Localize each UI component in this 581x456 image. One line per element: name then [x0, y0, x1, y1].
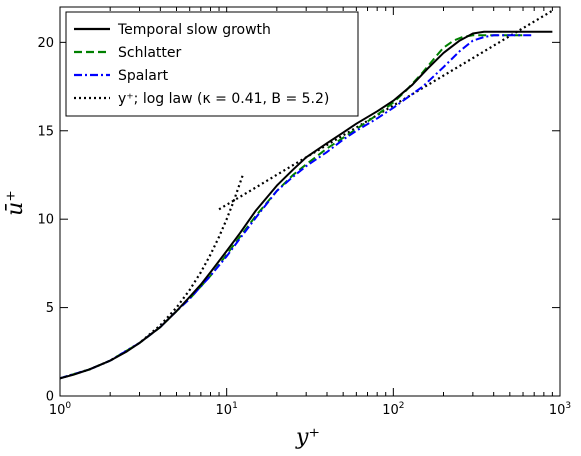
x-tick-label: 100	[49, 401, 72, 418]
series-line-log-law-1	[59, 174, 244, 380]
legend-label-spalart: Spalart	[118, 68, 169, 84]
x-tick-label: 103	[549, 401, 571, 418]
x-axis-label: y⁺	[295, 425, 320, 450]
y-tick-label: 0	[46, 390, 54, 405]
tick-layer: 100 101 102 103 0 5 10 15 20	[37, 7, 571, 418]
series-line-temporal-slow-growth	[59, 30, 553, 380]
x-tick-label: 101	[216, 401, 238, 418]
legend-label-temporal-slow-growth: Temporal slow growth	[117, 22, 271, 38]
x-tick-label: 102	[382, 401, 404, 418]
plot-frame	[59, 6, 561, 397]
y-tick-label: 15	[37, 124, 54, 139]
y-tick-label: 10	[37, 213, 54, 228]
legend-label-schlatter: Schlatter	[118, 45, 182, 61]
y-tick-label: 5	[46, 301, 54, 316]
y-tick-label: 20	[37, 36, 54, 51]
legend-box	[65, 11, 359, 117]
legend-label-log-law: y⁺; log law (κ = 0.41, B = 5.2)	[118, 91, 329, 107]
legend-items: Temporal slow growth Schlatter Spalart y⁺; …	[74, 22, 329, 107]
series-line-log-law-2	[218, 9, 553, 211]
y-axis-label: ū⁺	[3, 190, 28, 216]
legend: Temporal slow growth Schlatter Spalart y⁺; …	[65, 11, 359, 117]
series-layer	[59, 9, 553, 380]
